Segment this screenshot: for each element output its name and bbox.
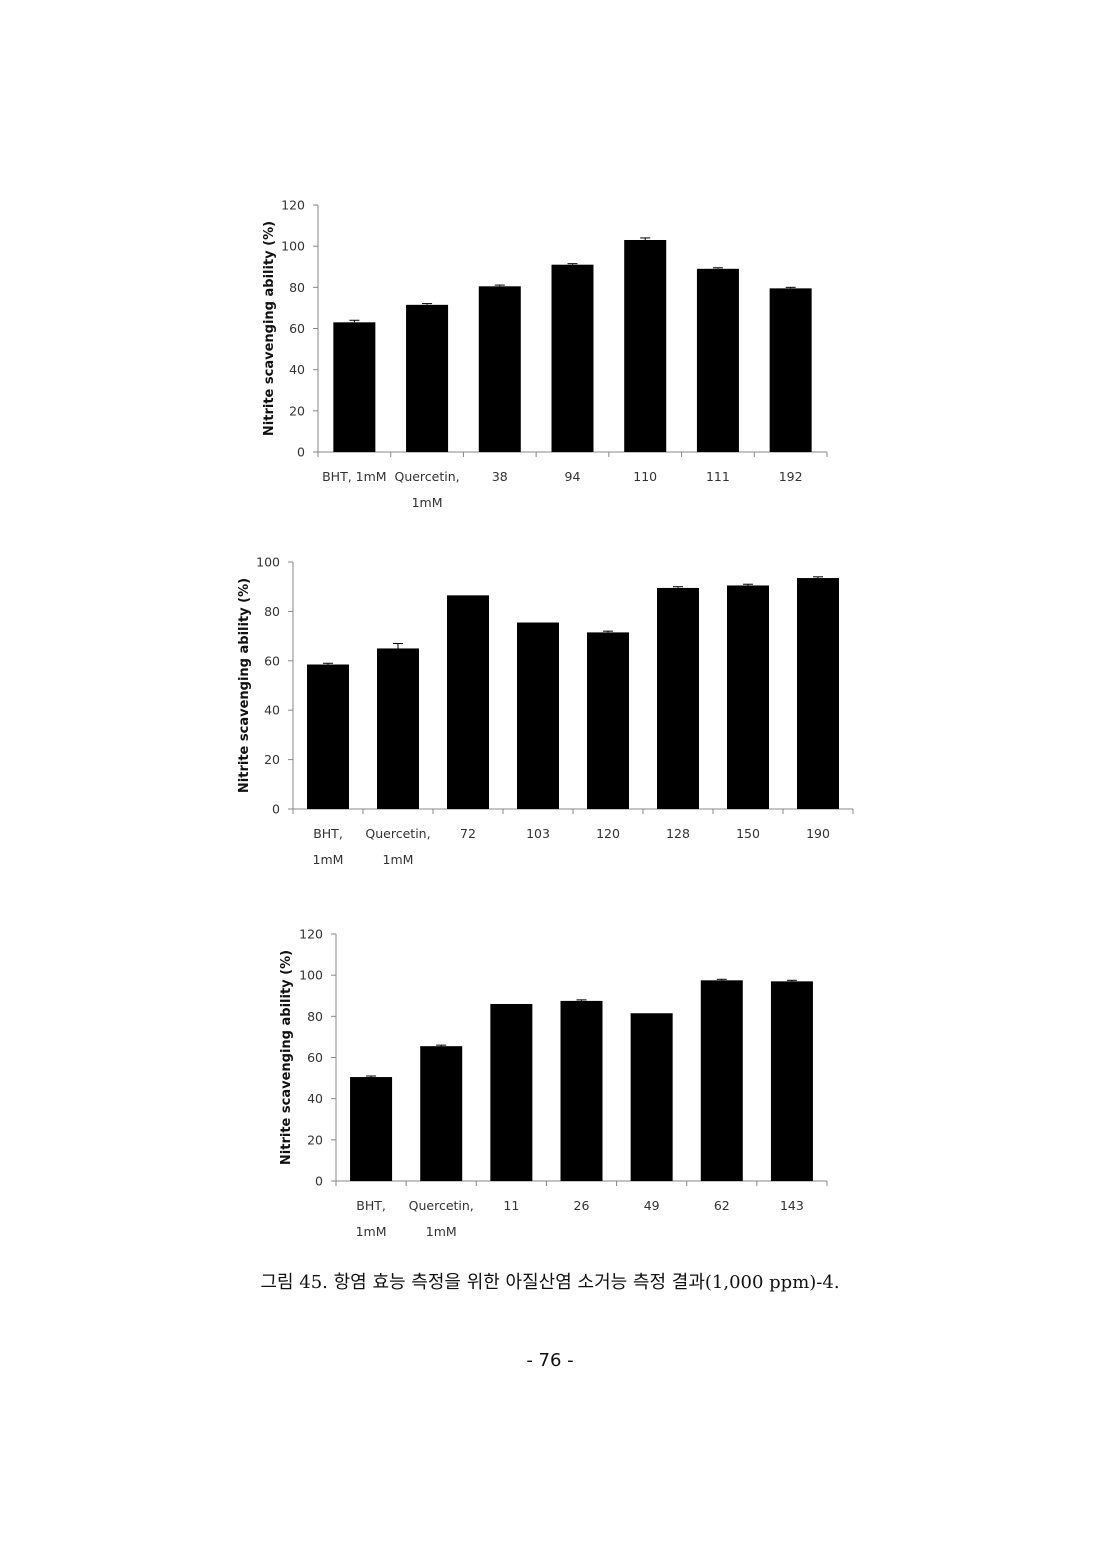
x-tick-label: 72 (460, 826, 476, 841)
y-tick-label: 120 (281, 198, 305, 213)
bar (420, 1046, 463, 1181)
x-tick-label: Quercetin, (409, 1198, 474, 1213)
y-tick-label: 40 (307, 1091, 323, 1106)
bar (517, 622, 559, 809)
y-tick-label: 80 (264, 604, 280, 619)
y-tick-label: 0 (315, 1174, 323, 1189)
bar (769, 288, 812, 452)
y-tick-label: 60 (307, 1050, 323, 1065)
y-tick-label: 80 (289, 280, 305, 295)
x-tick-label: 1mM (356, 1224, 387, 1239)
bar (657, 587, 699, 809)
chart-2: 0 20 40 60 80 100 Nitrite scavenging ability (… (237, 555, 854, 867)
chart-3-svg: 0 20 40 60 80 100 120 Nitrite scavenging abilit… (279, 927, 828, 1239)
x-tick-label: 192 (779, 469, 803, 484)
bar (700, 980, 743, 1181)
bar (587, 632, 629, 809)
x-tick-label: 62 (714, 1198, 730, 1213)
bar (696, 268, 739, 452)
bar (333, 322, 376, 452)
x-tick-label: 1mM (426, 1224, 457, 1239)
bar (551, 264, 594, 452)
bar (560, 1000, 603, 1181)
y-tick-label: 60 (289, 321, 305, 336)
x-tick-label: 150 (736, 826, 760, 841)
x-tick-label: 1mM (383, 852, 414, 867)
y-tick-label: 100 (281, 239, 305, 254)
bar (307, 664, 349, 809)
x-tick-label: 111 (706, 469, 730, 484)
y-axis-label: Nitrite scavenging ability (%) (262, 221, 277, 436)
bar (377, 648, 419, 809)
bar (478, 286, 521, 452)
x-tick-label: 120 (596, 826, 620, 841)
page-number: - 76 - (526, 1350, 574, 1371)
y-tick-label: 60 (264, 653, 280, 668)
chart-3: 0 20 40 60 80 100 120 Nitrite scavenging abilit… (279, 927, 828, 1239)
bar (624, 239, 667, 452)
y-tick-label: 100 (256, 555, 280, 570)
x-tick-label: 94 (565, 469, 581, 484)
y-tick-label: 20 (264, 752, 280, 767)
y-tick-label: 20 (307, 1132, 323, 1147)
y-tick-label: 0 (297, 445, 305, 460)
bar (797, 578, 839, 809)
x-tick-label: BHT, (356, 1198, 386, 1213)
y-tick-label: 120 (299, 927, 323, 942)
x-tick-label: 190 (806, 826, 830, 841)
bar (727, 585, 769, 809)
x-tick-label: 49 (644, 1198, 660, 1213)
x-tick-label: 110 (633, 469, 657, 484)
bar (490, 1003, 533, 1181)
y-tick-label: 100 (299, 968, 323, 983)
x-tick-label: 38 (492, 469, 508, 484)
y-tick-label: 40 (264, 703, 280, 718)
x-tick-label: 103 (526, 826, 550, 841)
bar (630, 1013, 673, 1181)
x-tick-label: 143 (780, 1198, 804, 1213)
chart-2-svg: 0 20 40 60 80 100 Nitrite scavenging ability (… (237, 555, 854, 867)
x-tick-label: 128 (666, 826, 690, 841)
y-axis-label: Nitrite scavenging ability (%) (279, 950, 294, 1165)
x-tick-label: Quercetin, (365, 826, 430, 841)
y-axis-label: Nitrite scavenging ability (%) (237, 578, 252, 793)
x-tick-label: 1mM (412, 495, 443, 510)
chart-1-svg: 0 20 40 60 80 100 120 Nitrite scavenging abilit… (262, 198, 828, 510)
bar (350, 1077, 393, 1181)
y-tick-label: 80 (307, 1009, 323, 1024)
figure-caption: 그림 45. 항염 효능 측정을 위한 아질산염 소거능 측정 결과(1,000… (260, 1272, 840, 1293)
y-tick-label: 40 (289, 362, 305, 377)
bar (447, 595, 489, 809)
bar (770, 981, 813, 1181)
x-tick-label: 26 (574, 1198, 590, 1213)
y-tick-label: 0 (272, 802, 280, 817)
x-tick-label: BHT, (313, 826, 343, 841)
y-tick-label: 20 (289, 403, 305, 418)
bar (406, 304, 449, 452)
x-tick-label: Quercetin, (394, 469, 459, 484)
x-tick-label: 1mM (313, 852, 344, 867)
chart-1: 0 20 40 60 80 100 120 Nitrite scavenging abilit… (0, 0, 1100, 530)
x-tick-label: 11 (503, 1198, 519, 1213)
x-tick-label: BHT, 1mM (322, 469, 386, 484)
